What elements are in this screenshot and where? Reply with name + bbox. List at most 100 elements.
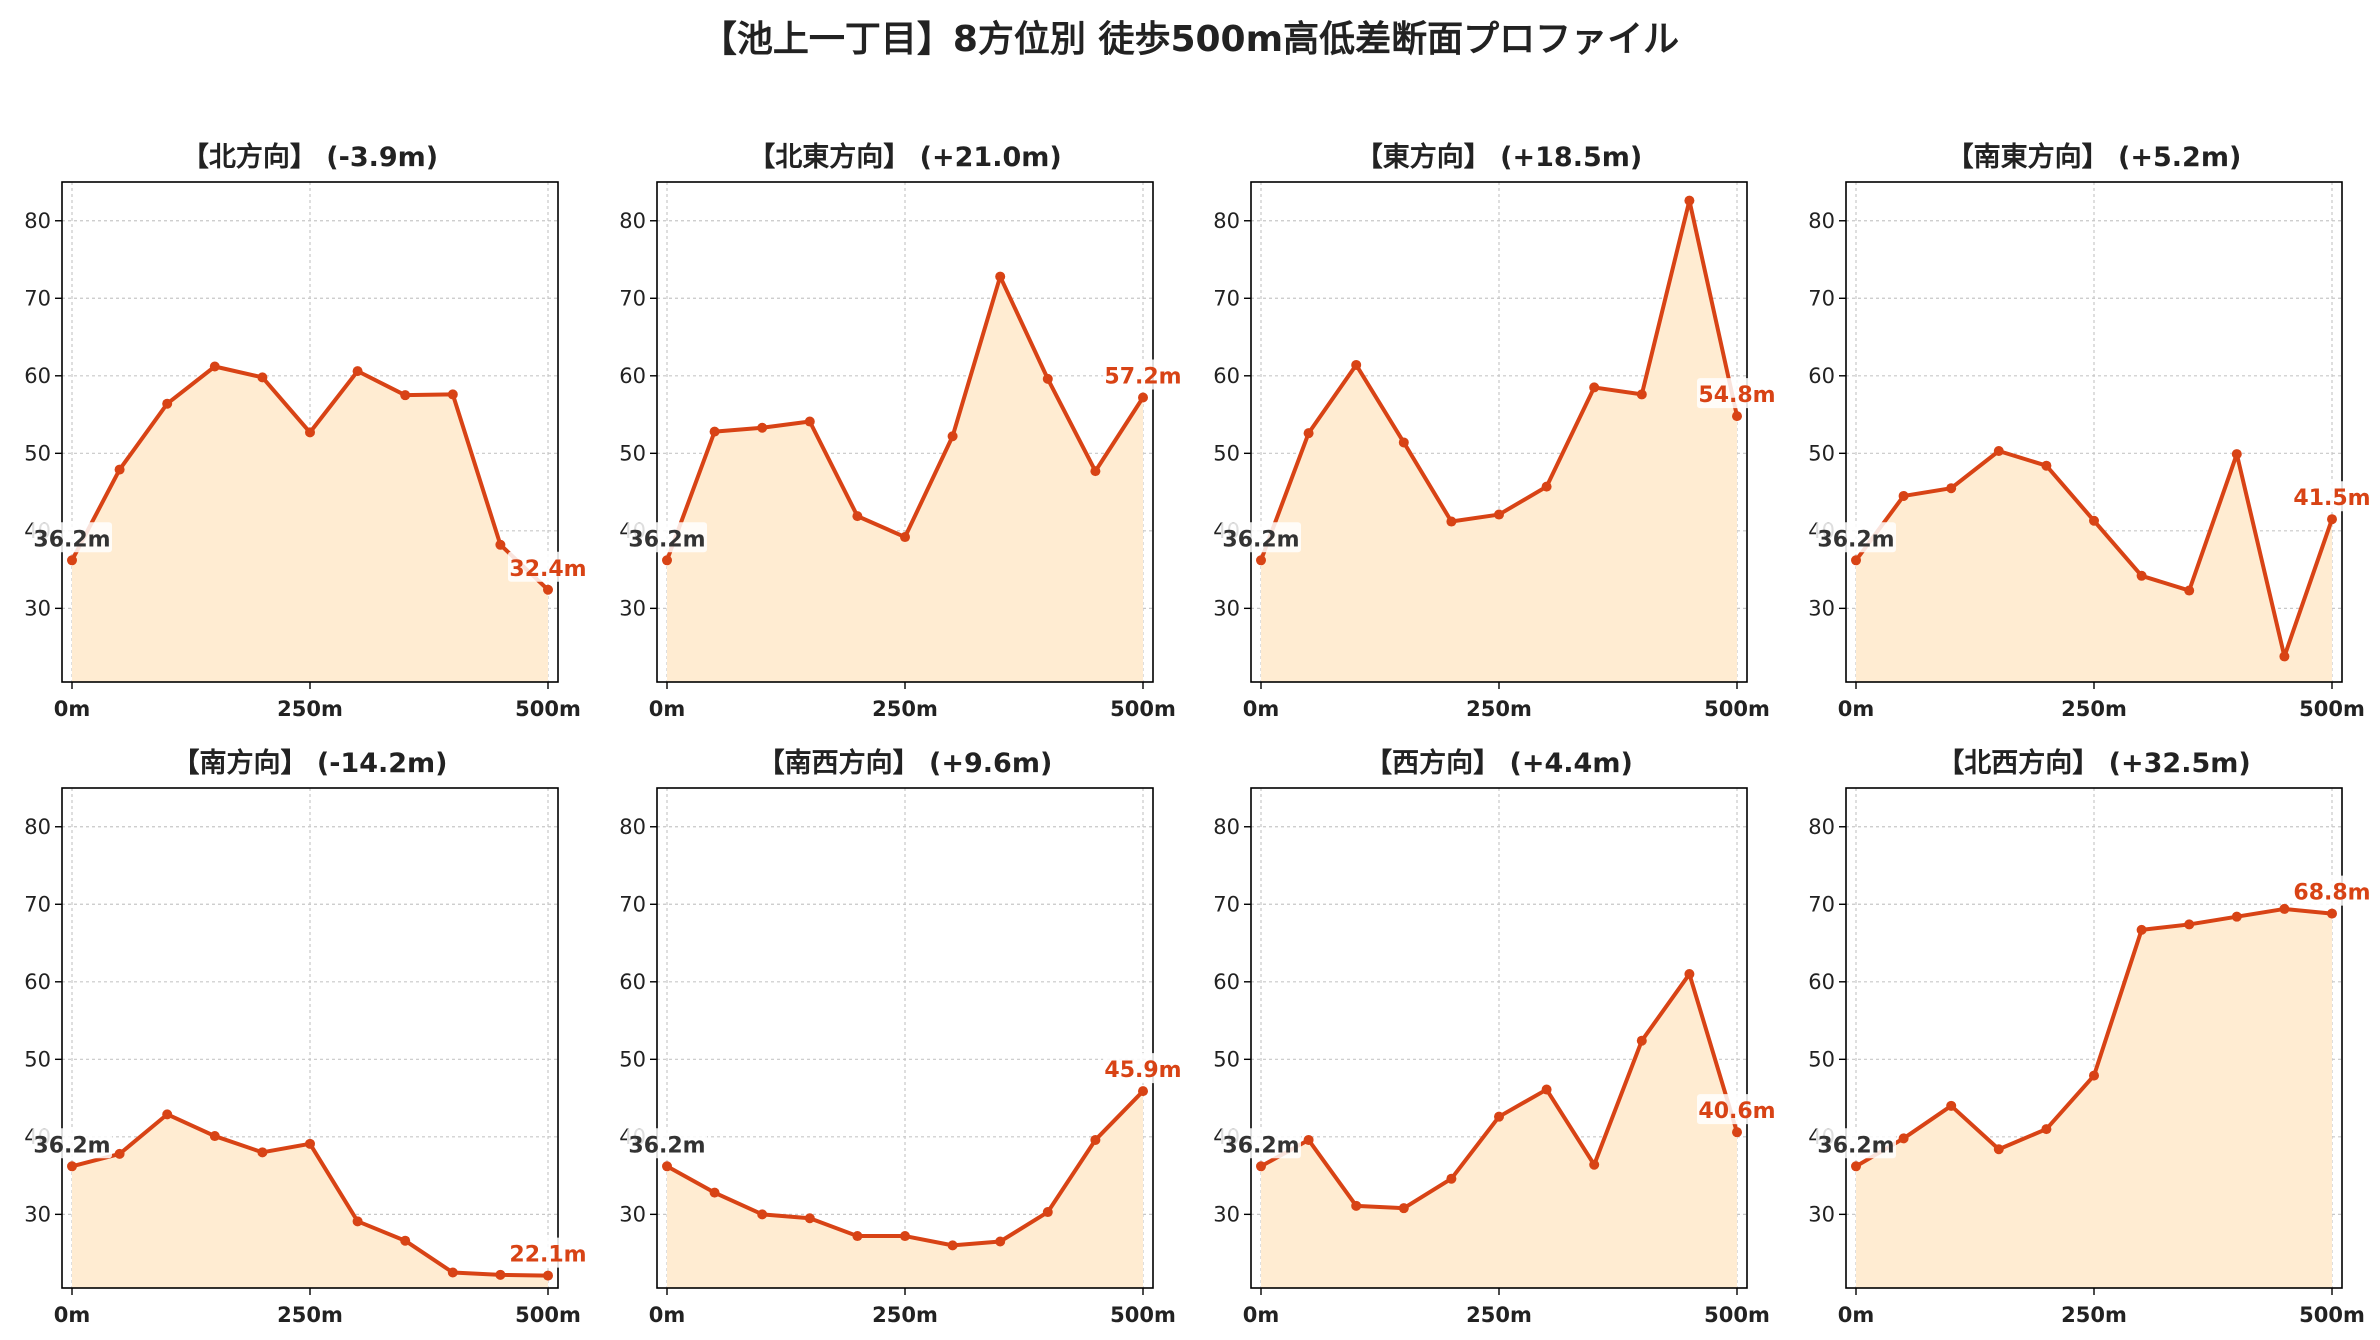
data-point: [495, 1269, 506, 1280]
data-point: [543, 584, 553, 595]
data-point: [162, 1109, 173, 1120]
start-label-box: [1221, 1128, 1301, 1159]
start-label-box: [1816, 522, 1896, 553]
y-tick-label: 30: [619, 596, 646, 620]
data-point: [662, 555, 672, 566]
y-tick-label: 60: [24, 364, 51, 388]
data-point: [852, 511, 863, 522]
data-point: [114, 1148, 125, 1159]
data-point: [2184, 585, 2195, 596]
end-label-box: [508, 551, 588, 582]
y-tick-label: 60: [619, 970, 646, 994]
y-tick-label: 70: [619, 892, 646, 916]
data-point: [947, 431, 958, 442]
data-point: [1303, 428, 1314, 439]
data-point: [257, 372, 268, 383]
y-tick-label: 80: [619, 209, 646, 233]
y-tick-label: 70: [619, 286, 646, 310]
y-tick-label: 30: [1808, 596, 1835, 620]
start-value-label: 36.2m: [1222, 1133, 1299, 1158]
data-point: [1684, 969, 1695, 980]
start-value-label: 36.2m: [628, 527, 705, 552]
profile-panel: 【北方向】 (-3.9m)3040506070800m250m500m36.2m…: [24, 141, 588, 721]
y-tick-label: 80: [24, 209, 51, 233]
start-value-label: 36.2m: [1817, 527, 1894, 552]
x-tick-label: 250m: [1466, 1303, 1532, 1327]
y-tick-label: 50: [1808, 1047, 1835, 1071]
end-label-box: [1103, 359, 1183, 390]
data-point: [1042, 373, 1053, 384]
end-value-label: 40.6m: [1698, 1099, 1775, 1124]
y-tick-label: 30: [1213, 1202, 1240, 1226]
x-tick-label: 250m: [872, 697, 938, 721]
data-point: [804, 416, 815, 427]
data-point: [2089, 1070, 2099, 1081]
y-tick-label: 60: [1808, 364, 1835, 388]
profile-panel: 【南西方向】 (+9.6m)3040506070800m250m500m36.2…: [619, 747, 1183, 1327]
data-point: [1732, 411, 1742, 422]
x-tick-label: 0m: [1838, 697, 1875, 721]
x-tick-label: 0m: [54, 1303, 91, 1327]
y-tick-label: 70: [24, 286, 51, 310]
data-point: [1398, 1203, 1409, 1214]
data-point: [1138, 1086, 1148, 1097]
data-point: [305, 1138, 315, 1149]
data-point: [804, 1213, 815, 1224]
end-label-box: [508, 1237, 588, 1268]
start-value-label: 36.2m: [1817, 1133, 1894, 1158]
panel-title: 【北東方向】 (+21.0m): [748, 141, 1061, 173]
x-tick-label: 0m: [649, 697, 686, 721]
start-label-box: [1816, 1128, 1896, 1159]
data-point: [662, 1161, 672, 1172]
start-value-label: 36.2m: [628, 1133, 705, 1158]
y-tick-label: 80: [1213, 815, 1240, 839]
start-label-box: [1221, 522, 1301, 553]
start-value-label: 36.2m: [33, 1133, 110, 1158]
panel-title: 【西方向】 (+4.4m): [1365, 747, 1633, 779]
data-point: [757, 422, 768, 433]
end-label-box: [1103, 1053, 1183, 1084]
end-value-label: 32.4m: [509, 557, 586, 582]
y-tick-label: 30: [24, 596, 51, 620]
data-point: [900, 1231, 910, 1242]
start-value-label: 36.2m: [33, 527, 110, 552]
data-point: [400, 390, 411, 401]
y-tick-label: 70: [1213, 892, 1240, 916]
data-point: [209, 1131, 220, 1142]
x-tick-label: 0m: [1243, 1303, 1280, 1327]
end-value-label: 41.5m: [2293, 486, 2370, 511]
data-point: [995, 271, 1006, 282]
x-tick-label: 250m: [872, 1303, 938, 1327]
y-tick-label: 70: [1808, 286, 1835, 310]
y-tick-label: 50: [619, 441, 646, 465]
data-point: [2279, 651, 2290, 662]
y-tick-label: 30: [24, 1202, 51, 1226]
data-point: [257, 1147, 268, 1158]
elevation-area: [1261, 974, 1737, 1288]
x-tick-label: 500m: [1110, 697, 1176, 721]
data-point: [1946, 483, 1957, 494]
data-point: [1494, 509, 1504, 520]
start-label-box: [627, 522, 707, 553]
data-point: [2184, 919, 2195, 930]
profile-panel: 【南東方向】 (+5.2m)3040506070800m250m500m36.2…: [1808, 141, 2372, 721]
data-point: [2279, 903, 2290, 914]
data-point: [1256, 555, 1266, 566]
x-tick-label: 250m: [2061, 1303, 2127, 1327]
data-point: [209, 361, 220, 372]
end-value-label: 54.8m: [1698, 383, 1775, 408]
x-tick-label: 0m: [649, 1303, 686, 1327]
x-tick-label: 0m: [1243, 697, 1280, 721]
data-point: [1303, 1134, 1314, 1145]
x-tick-label: 500m: [2299, 1303, 2365, 1327]
data-point: [305, 427, 315, 438]
x-tick-label: 500m: [515, 1303, 581, 1327]
elevation-area: [667, 276, 1143, 682]
elevation-area: [1856, 450, 2332, 682]
data-point: [1351, 1200, 1362, 1211]
data-point: [1138, 392, 1148, 403]
elevation-area: [667, 1091, 1143, 1288]
end-value-label: 68.8m: [2293, 881, 2370, 906]
panel-title: 【南方向】 (-14.2m): [172, 747, 447, 779]
end-label-box: [2292, 481, 2372, 512]
